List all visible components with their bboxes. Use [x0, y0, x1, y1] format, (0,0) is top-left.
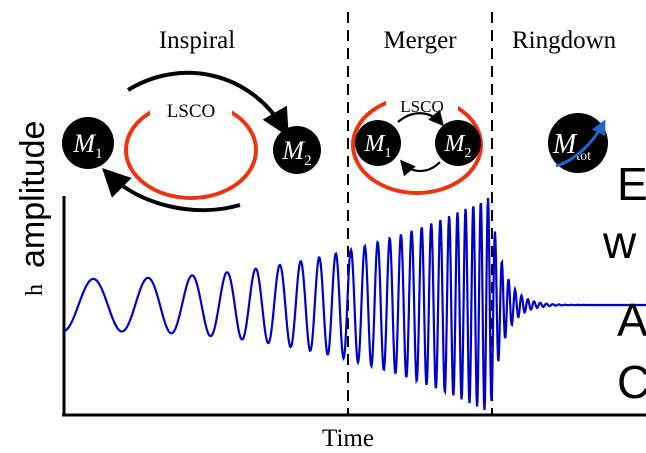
- phase-label-ringdown: Ringdown: [512, 27, 617, 54]
- mass-m1-inspiral: M1: [62, 117, 114, 169]
- cut-text-3: A: [617, 294, 646, 346]
- cut-text-4: C: [617, 356, 646, 408]
- mass-m2-merger: M2: [435, 120, 481, 166]
- merger-arrow-top: [397, 109, 445, 127]
- m1-symbol-merger: M: [364, 131, 387, 157]
- merger-arrow-bottom: [400, 159, 441, 177]
- inspiral-arrow-top: [126, 70, 289, 137]
- m2-symbol-merger: M: [444, 131, 467, 157]
- m2-subscript: 2: [304, 153, 312, 169]
- waveform-curve: [63, 197, 646, 411]
- mass-mtot-ringdown: Mtot: [548, 113, 608, 173]
- m1-symbol: M: [72, 129, 96, 158]
- phase-label-inspiral: Inspiral: [159, 27, 235, 54]
- m1-subscript: 1: [95, 146, 103, 162]
- svg-text:M1: M1: [72, 129, 102, 162]
- cut-text-1: E: [617, 158, 646, 210]
- m2-subscript-merger: 2: [465, 146, 472, 161]
- svg-text:M1: M1: [364, 131, 392, 161]
- m2-symbol: M: [281, 136, 305, 165]
- svg-text:M2: M2: [444, 131, 472, 161]
- mass-m2-inspiral: M2: [273, 126, 321, 174]
- spin-arrow: [555, 119, 606, 168]
- m1-subscript-merger: 1: [385, 146, 392, 161]
- y-axis-label-word: amplitude: [14, 121, 52, 268]
- mass-m1-merger: M1: [355, 120, 401, 166]
- inspiral-arrow-bottom: [102, 168, 241, 213]
- mtot-symbol: M: [552, 129, 578, 160]
- inspiral-orbit-label-bg: [150, 95, 232, 123]
- y-axis-label-symbol: h: [22, 284, 48, 296]
- x-axis-label: Time: [322, 425, 374, 452]
- svg-text:M2: M2: [281, 136, 311, 169]
- cut-text-2: w: [602, 216, 637, 268]
- inspiral-orbit-label: LSCO: [167, 101, 216, 122]
- phase-label-merger: Merger: [383, 27, 457, 54]
